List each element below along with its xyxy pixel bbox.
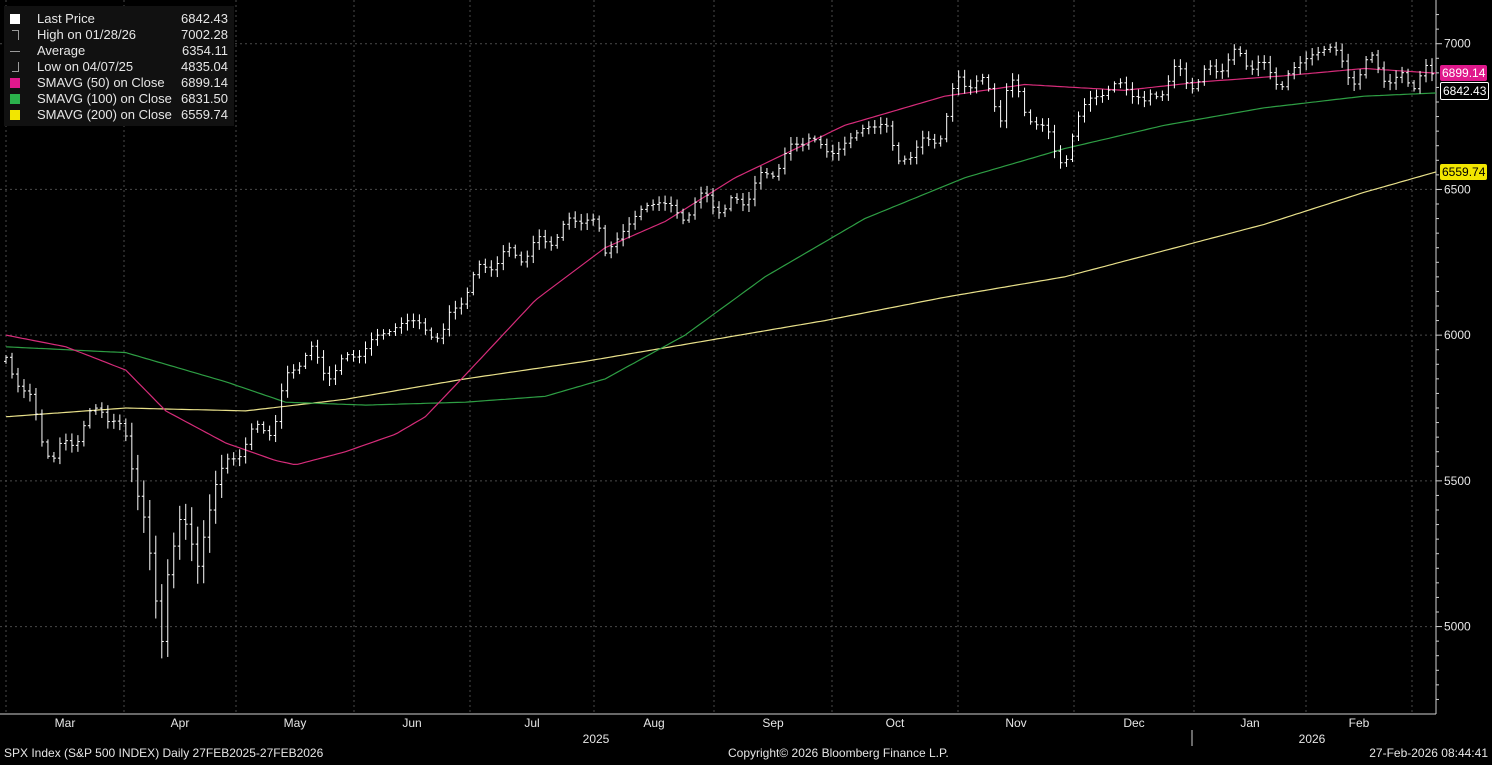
x-year-label-2025: 2025 <box>583 732 610 746</box>
x-tick-label-aug: Aug <box>643 716 664 730</box>
y-tick-label-5000: 5000 <box>1444 620 1471 634</box>
last-value-label-sma50: 6899.14 <box>1440 65 1488 82</box>
legend-value-last-price: 6842.43 <box>181 11 228 26</box>
legend-item-sma200: SMAVG (200) on Close 6559.74 <box>4 107 234 123</box>
x-tick-label-mar: Mar <box>55 716 76 730</box>
x-tick-label-dec: Dec <box>1123 716 1144 730</box>
last-value-label-price: 6842.43 <box>1440 81 1490 100</box>
x-tick-label-may: May <box>284 716 307 730</box>
y-tick-label-6000: 6000 <box>1444 328 1471 342</box>
legend-item-sma50: SMAVG (50) on Close 6899.14 <box>4 75 234 91</box>
legend-label-average: Average <box>37 43 86 58</box>
x-tick-label-apr: Apr <box>171 716 190 730</box>
legend-marker-low <box>12 62 19 72</box>
x-tick-label-oct: Oct <box>886 716 905 730</box>
legend-item-average: Average 6354.11 <box>4 43 234 59</box>
legend-label-sma200: SMAVG (200) on Close <box>37 107 172 122</box>
x-tick-label-feb: Feb <box>1349 716 1370 730</box>
footer-timestamp: 27-Feb-2026 08:44:41 <box>1369 746 1488 760</box>
legend-label-sma100: SMAVG (100) on Close <box>37 91 172 106</box>
legend-marker-sma200 <box>10 110 20 120</box>
legend-marker-average <box>10 51 20 52</box>
legend-item-last-price: Last Price 6842.43 <box>4 11 234 27</box>
sma100-line <box>5 92 1437 406</box>
legend-value-sma50: 6899.14 <box>181 75 228 90</box>
legend-marker-sma50 <box>10 78 20 88</box>
legend-label-high: High on 01/28/26 <box>37 27 137 42</box>
x-tick-label-jun: Jun <box>402 716 421 730</box>
x-tick-label-jul: Jul <box>524 716 539 730</box>
legend-label-sma50: SMAVG (50) on Close <box>37 75 165 90</box>
legend-marker-last-price <box>10 14 20 24</box>
x-year-label-2026: 2026 <box>1299 732 1326 746</box>
x-tick-label-jan: Jan <box>1240 716 1259 730</box>
x-tick-label-sep: Sep <box>762 716 784 730</box>
x-tick-label-nov: Nov <box>1005 716 1026 730</box>
y-tick-label-7000: 7000 <box>1444 37 1471 51</box>
legend-item-sma100: SMAVG (100) on Close 6831.50 <box>4 91 234 107</box>
footer-security-description: SPX Index (S&P 500 INDEX) Daily 27FEB202… <box>4 746 324 760</box>
legend-value-sma100: 6831.50 <box>181 91 228 106</box>
y-tick-label-6500: 6500 <box>1444 182 1471 196</box>
sma50-line <box>5 67 1437 466</box>
legend-value-low: 4835.04 <box>181 59 228 74</box>
sma200-line <box>5 171 1437 418</box>
legend-item-high: High on 01/28/26 7002.28 <box>4 27 234 43</box>
legend-value-average: 6354.11 <box>181 43 228 58</box>
legend-label-low: Low on 04/07/25 <box>37 59 134 74</box>
chart-legend: Last Price 6842.43 High on 01/28/26 7002… <box>4 6 234 126</box>
y-tick-label-5500: 5500 <box>1444 474 1471 488</box>
legend-item-low: Low on 04/07/25 4835.04 <box>4 59 234 75</box>
legend-value-sma200: 6559.74 <box>181 107 228 122</box>
legend-value-high: 7002.28 <box>181 27 228 42</box>
legend-label-last-price: Last Price <box>37 11 95 26</box>
legend-marker-sma100 <box>10 94 20 104</box>
footer-copyright: Copyright© 2026 Bloomberg Finance L.P. <box>728 746 949 760</box>
legend-marker-high <box>12 30 19 40</box>
last-value-label-sma200: 6559.74 <box>1440 164 1488 181</box>
